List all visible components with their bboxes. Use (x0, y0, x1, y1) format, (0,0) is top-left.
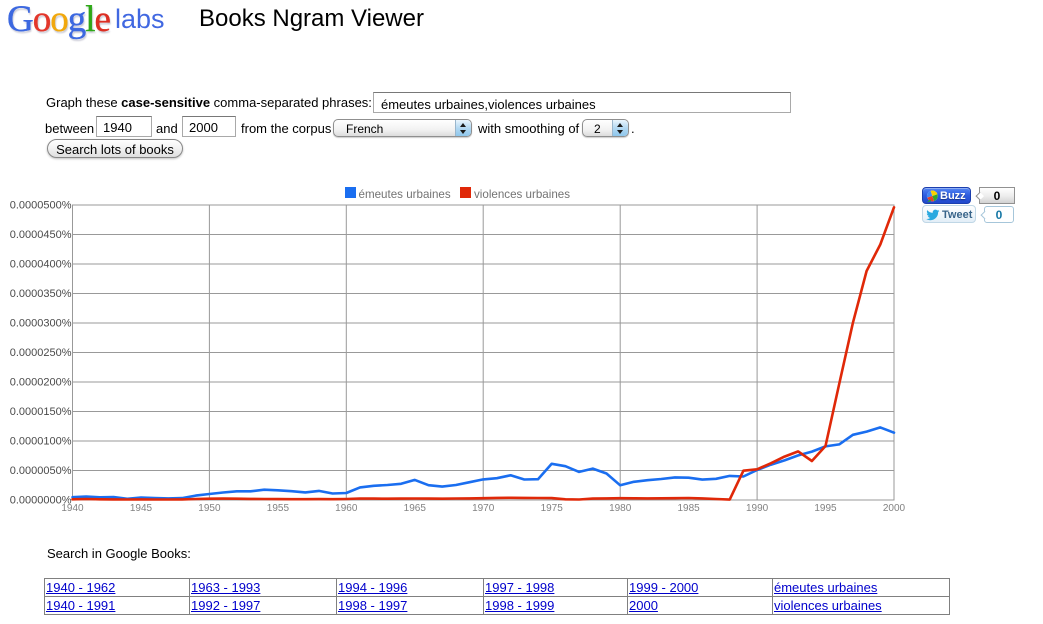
svg-text:0.0000500%: 0.0000500% (10, 200, 72, 212)
svg-text:1940: 1940 (61, 503, 84, 514)
svg-text:0.0000350%: 0.0000350% (10, 288, 72, 300)
svg-text:0.0000400%: 0.0000400% (10, 259, 72, 271)
svg-text:1985: 1985 (677, 503, 700, 514)
svg-text:0.0000100%: 0.0000100% (10, 436, 72, 448)
svg-text:1980: 1980 (609, 503, 632, 514)
svg-text:0.0000150%: 0.0000150% (10, 406, 72, 418)
svg-text:0.0000000%: 0.0000000% (10, 495, 72, 507)
svg-text:1970: 1970 (472, 503, 495, 514)
svg-text:0.0000050%: 0.0000050% (10, 465, 72, 477)
svg-text:1995: 1995 (814, 503, 837, 514)
svg-text:0.0000450%: 0.0000450% (10, 229, 72, 241)
svg-text:1950: 1950 (198, 503, 221, 514)
svg-text:0.0000250%: 0.0000250% (10, 347, 72, 359)
svg-text:1990: 1990 (746, 503, 769, 514)
svg-text:2000: 2000 (883, 503, 906, 514)
svg-text:0.0000300%: 0.0000300% (10, 318, 72, 330)
svg-text:1960: 1960 (335, 503, 358, 514)
svg-text:1945: 1945 (130, 503, 153, 514)
svg-text:0.0000200%: 0.0000200% (10, 377, 72, 389)
svg-text:1975: 1975 (541, 503, 564, 514)
svg-text:1955: 1955 (267, 503, 290, 514)
svg-text:1965: 1965 (404, 503, 427, 514)
